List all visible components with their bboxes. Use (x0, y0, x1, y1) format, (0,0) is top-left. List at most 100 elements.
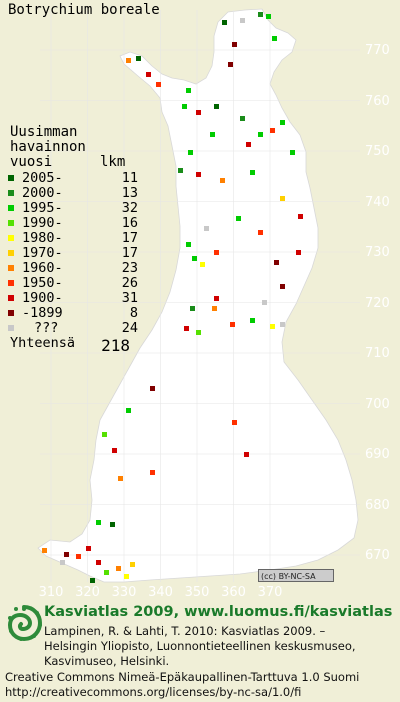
cc-icon: (cc) (261, 572, 277, 581)
y-axis-label: 670 (365, 548, 390, 563)
observation-point (182, 104, 187, 109)
observation-point (250, 170, 255, 175)
legend-year-label: 1960- (22, 260, 63, 276)
observation-point (150, 386, 155, 391)
observation-point (210, 132, 215, 137)
y-axis-label: 760 (365, 93, 390, 109)
legend-year-label: ??? (34, 320, 59, 336)
observation-point (246, 142, 251, 147)
legend-count: 8 (129, 305, 138, 321)
observation-point (280, 196, 285, 201)
y-axis-label: 700 (365, 396, 390, 412)
legend-count: 11 (121, 170, 138, 186)
legend-swatch (8, 190, 14, 196)
observation-point (258, 12, 263, 17)
cc-license-badge[interactable]: (cc) BY-NC-SA (258, 569, 334, 582)
legend-heading-2: havainnon (10, 139, 86, 155)
observation-point (190, 306, 195, 311)
legend-year-label: 2000- (22, 185, 63, 201)
observation-point (222, 20, 227, 25)
observation-point (118, 476, 123, 481)
observation-point (214, 296, 219, 301)
x-axis-label: 340 (148, 585, 173, 600)
observation-point (86, 546, 91, 551)
observation-point (240, 18, 245, 23)
x-axis-label: 370 (257, 585, 283, 600)
observation-point (270, 324, 275, 329)
finland-outline (37, 8, 359, 583)
observation-point (186, 88, 191, 93)
observation-point (280, 322, 285, 327)
observation-point (232, 42, 237, 47)
legend-year-label: -1899 (22, 305, 63, 321)
observation-point (244, 452, 249, 457)
legend-count: 32 (121, 200, 138, 216)
observation-point (196, 330, 201, 335)
legend-total: Yhteensä (10, 336, 75, 351)
observation-point (192, 256, 197, 261)
legend-year-label: 1950- (22, 275, 63, 291)
x-axis-label: 320 (75, 585, 100, 600)
legend-heading-1: Uusimman (10, 124, 78, 140)
y-axis-label: 770 (365, 43, 390, 58)
observation-point (296, 250, 301, 255)
citation-line-2: Helsingin Yliopisto, Luonnontieteellinen… (44, 639, 356, 653)
observation-point (274, 260, 279, 265)
observation-point (136, 56, 141, 61)
observation-point (272, 36, 277, 41)
observation-point (196, 172, 201, 177)
observation-point (220, 178, 225, 183)
observation-point (212, 306, 217, 311)
legend-count: 23 (121, 260, 138, 276)
observation-point (60, 560, 65, 565)
legend-swatch (8, 235, 14, 241)
legend-year-label: 1995- (22, 200, 63, 216)
y-axis-label: 740 (365, 194, 390, 210)
legend-swatch (8, 295, 14, 301)
legend-year-label: 1980- (22, 230, 63, 246)
observation-point (126, 58, 131, 63)
map-title: Botrychium boreale (8, 2, 160, 18)
observation-point (146, 72, 151, 77)
observation-point (214, 104, 219, 109)
observation-point (290, 150, 295, 155)
cc-badge-text: BY-NC-SA (278, 572, 316, 581)
license-url[interactable]: http://creativecommons.org/licenses/by-n… (5, 685, 302, 699)
y-axis-label: 730 (365, 245, 390, 260)
license-line: Creative Commons Nimeä-Epäkaupallinen-Ta… (5, 670, 360, 684)
finland-map (37, 8, 360, 583)
observation-point (200, 262, 205, 267)
observation-point (230, 322, 235, 327)
legend-count: 16 (121, 215, 138, 231)
observation-point (102, 432, 107, 437)
observation-point (124, 574, 129, 579)
legend-total-count: 218 (101, 336, 130, 355)
observation-point (214, 250, 219, 255)
observation-point (90, 578, 95, 583)
observation-point (112, 448, 117, 453)
legend-total-label: Yhteensä (10, 335, 76, 351)
y-axis-label: 750 (365, 144, 390, 159)
legend-col-year: vuosi (10, 154, 53, 170)
observation-point (204, 226, 209, 231)
observation-point (280, 120, 285, 125)
citation-line-1: Lampinen, R. & Lahti, T. 2010: Kasviatla… (44, 624, 326, 638)
legend-count: 26 (121, 275, 138, 291)
y-axis-label: 690 (365, 447, 390, 462)
y-axis-label: 710 (365, 346, 390, 361)
legend-count: 31 (121, 290, 138, 306)
observation-point (298, 214, 303, 219)
legend-count: 17 (121, 245, 138, 261)
legend-year-label: 2005- (22, 170, 63, 186)
observation-point (232, 420, 237, 425)
observation-point (130, 562, 135, 567)
observation-point (270, 128, 275, 133)
observation-point (156, 82, 161, 87)
y-axis-label: 720 (365, 295, 390, 311)
x-axis-label: 330 (111, 585, 137, 600)
y-axis-label: 680 (365, 497, 390, 513)
observation-point (126, 408, 131, 413)
brand-link[interactable]: Kasviatlas 2009, www.luomus.fi/kasviatla… (44, 604, 393, 620)
kasviatlas-logo-icon (7, 605, 43, 642)
legend-swatch (8, 280, 14, 286)
